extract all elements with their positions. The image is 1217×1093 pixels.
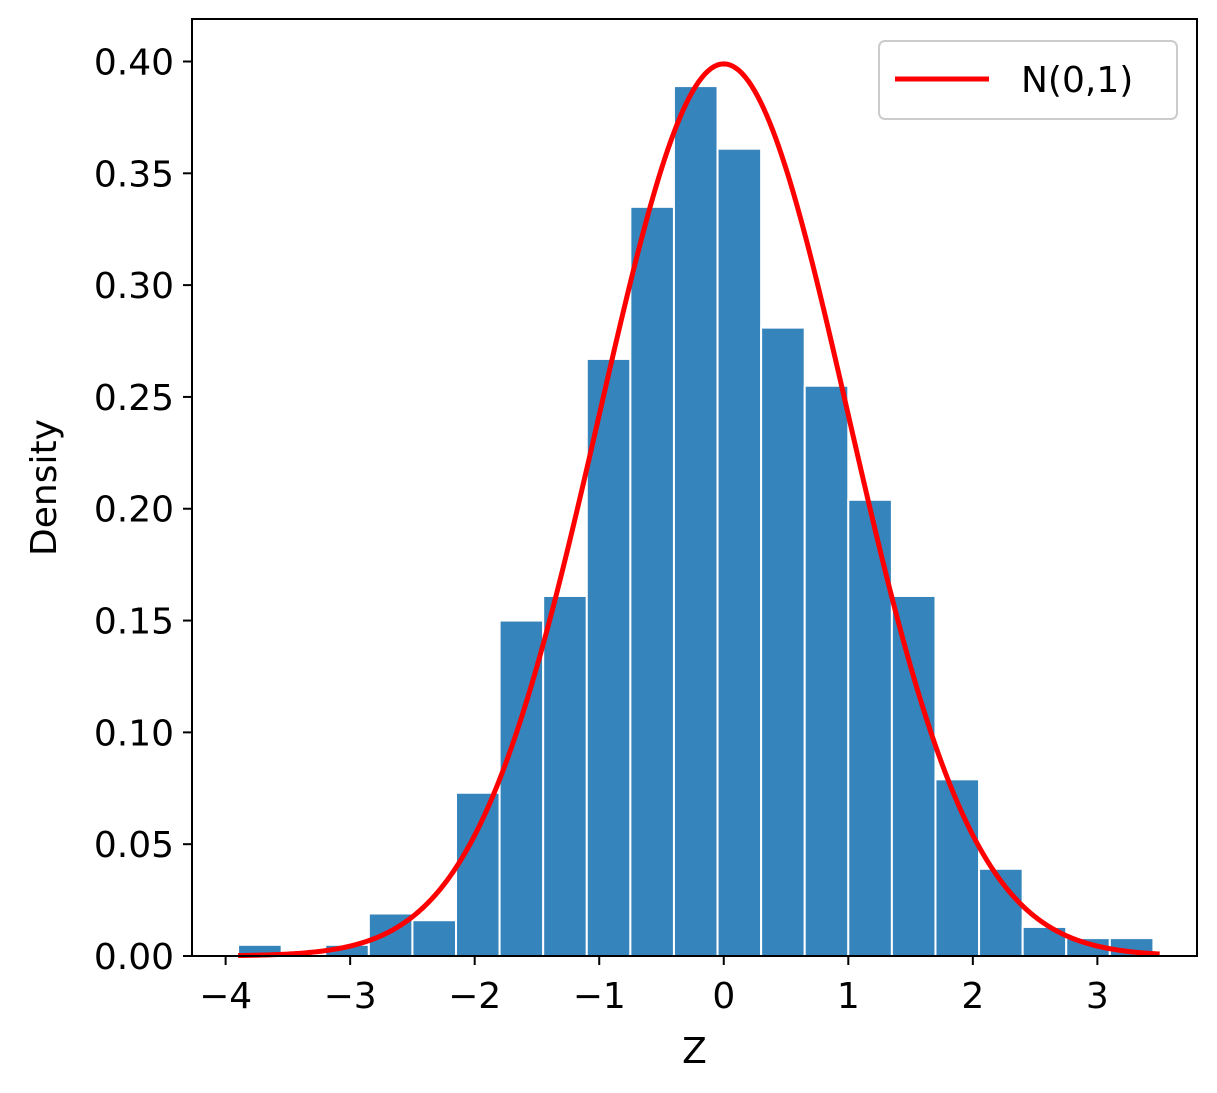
histogram-bar-13: [803, 384, 850, 957]
y-tick-label: 0.20: [94, 490, 174, 531]
histogram-bar-12: [760, 326, 806, 957]
y-tick-label: 0.35: [94, 154, 174, 195]
x-tick-label: 3: [1086, 976, 1109, 1017]
y-tick-label: 0.30: [94, 266, 174, 307]
y-tick-label: 0.10: [94, 713, 174, 754]
x-tick-label: 0: [712, 976, 735, 1017]
x-tick-label: 1: [837, 976, 860, 1017]
y-tick-label: 0.15: [94, 602, 174, 643]
histogram-bar-10: [672, 85, 719, 957]
histogram-bar-7: [542, 594, 588, 957]
histogram-bar-9: [629, 205, 675, 958]
histogram-bar-11: [716, 147, 763, 958]
legend: N(0,1): [878, 40, 1178, 120]
y-axis-ticks: 0.00 0.05 0.10 0.15 0.20 0.25 0.30 0.35 0.40: [94, 42, 192, 978]
histogram-bar-5: [455, 791, 501, 957]
x-tick-label: −3: [324, 976, 377, 1017]
x-axis-title: Z: [682, 1031, 707, 1072]
y-tick-label: 0.25: [94, 378, 174, 419]
x-tick-label: −4: [199, 976, 252, 1017]
histogram-bar-15: [890, 594, 937, 957]
x-tick-label: −1: [573, 976, 626, 1017]
histogram-bar-8: [585, 357, 632, 958]
x-axis-ticks: −4 −3 −2 −1 0 1 2 3: [199, 956, 1109, 1017]
legend-label: N(0,1): [1021, 60, 1133, 101]
histogram-bars: [237, 85, 1155, 958]
normal-curve-line: [238, 61, 1160, 959]
y-tick-label: 0.05: [94, 825, 174, 866]
y-tick-label: 0.00: [94, 937, 174, 978]
legend-box: [878, 40, 1178, 120]
normal-curve-layer: [238, 61, 1160, 959]
y-axis-title: Density: [24, 419, 65, 556]
x-tick-label: 2: [961, 976, 984, 1017]
histogram-bar-4: [411, 919, 458, 957]
x-tick-label: −2: [448, 976, 501, 1017]
plot-frame: [191, 18, 1198, 957]
y-tick-label: 0.40: [94, 42, 174, 83]
